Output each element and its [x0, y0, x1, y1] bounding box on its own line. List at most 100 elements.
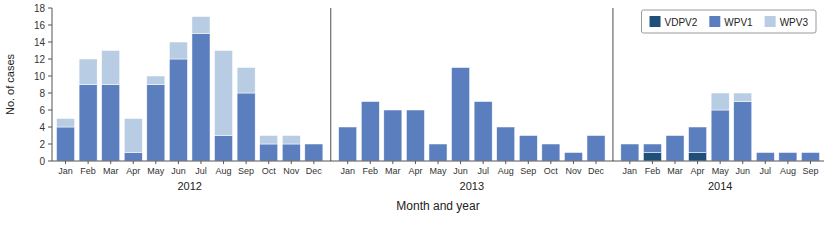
- x-tick: [460, 161, 461, 164]
- year-separator: [330, 8, 331, 161]
- bar-segment: [169, 42, 187, 59]
- year-label: 2014: [708, 180, 732, 192]
- y-tick-label: 18: [34, 3, 46, 14]
- y-tick: [48, 110, 52, 111]
- x-tick: [110, 161, 111, 164]
- x-tick-label: Sep: [238, 166, 254, 176]
- x-tick: [200, 161, 201, 164]
- x-tick-label: Mar: [385, 166, 401, 176]
- x-tick: [787, 161, 788, 164]
- year-label: 2012: [177, 180, 201, 192]
- y-tick-label: 0: [39, 156, 45, 167]
- y-tick-label: 8: [39, 88, 45, 99]
- x-tick: [483, 161, 484, 164]
- x-tick-label: Mar: [667, 166, 683, 176]
- bar-segment: [734, 93, 752, 102]
- bar-segment: [643, 153, 661, 162]
- bar-segment: [282, 144, 300, 161]
- bar-segment: [384, 110, 402, 111]
- y-tick: [48, 144, 52, 145]
- x-tick-label: Aug: [780, 166, 796, 176]
- bars: [57, 17, 820, 162]
- bar-segment: [361, 101, 379, 102]
- bar-segment: [519, 136, 537, 162]
- x-tick: [347, 161, 348, 164]
- bar-segment: [564, 153, 582, 162]
- legend-swatch: [650, 16, 661, 27]
- x-tick: [223, 161, 224, 164]
- y-axis-label: No. of cases: [4, 53, 16, 115]
- legend-swatch: [709, 16, 720, 27]
- y-tick-label: 4: [39, 122, 45, 133]
- x-tick-label: Apr: [126, 166, 140, 176]
- x-tick: [810, 161, 811, 164]
- bar-segment: [497, 127, 515, 161]
- legend-label: VDPV2: [665, 17, 698, 28]
- bar-segment: [779, 153, 797, 162]
- x-axis: JanFebMarAprMayJunJulAugSepOctNovDecJanF…: [58, 161, 818, 192]
- x-tick-label: Jun: [171, 166, 186, 176]
- legend-frame: [642, 10, 816, 33]
- x-tick-label: Jan: [623, 166, 638, 176]
- chart: 024681012141618No. of casesJanFebMarAprM…: [0, 0, 832, 225]
- x-tick: [178, 161, 179, 164]
- x-tick: [65, 161, 66, 164]
- bar-segment: [147, 85, 165, 162]
- x-tick-label: Apr: [408, 166, 422, 176]
- x-tick-label: Feb: [645, 166, 661, 176]
- y-tick-label: 10: [34, 71, 46, 82]
- x-tick-label: May: [429, 166, 447, 176]
- bar-segment: [734, 102, 752, 162]
- bar-segment: [621, 144, 639, 161]
- x-tick: [765, 161, 766, 164]
- x-tick: [313, 161, 314, 164]
- x-tick: [438, 161, 439, 164]
- x-tick-label: Mar: [103, 166, 119, 176]
- x-tick: [720, 161, 721, 164]
- bar-segment: [542, 144, 560, 145]
- bar-segment: [711, 93, 729, 110]
- bar-segment: [689, 153, 707, 162]
- y-tick: [48, 25, 52, 26]
- bar-segment: [147, 76, 165, 85]
- x-tick-label: Oct: [544, 166, 559, 176]
- bar-segment: [643, 144, 661, 145]
- x-tick-label: Dec: [588, 166, 605, 176]
- x-tick-label: Dec: [306, 166, 323, 176]
- y-axis: 024681012141618: [34, 3, 52, 167]
- x-tick-label: Aug: [216, 166, 232, 176]
- x-tick: [550, 161, 551, 164]
- x-tick-label: Apr: [691, 166, 705, 176]
- x-axis-label: Month and year: [396, 199, 479, 213]
- x-tick-label: Sep: [520, 166, 536, 176]
- x-tick-label: Oct: [262, 166, 277, 176]
- bar-segment: [282, 136, 300, 145]
- x-tick: [629, 161, 630, 164]
- bar-segment: [406, 110, 424, 111]
- y-tick-label: 6: [39, 105, 45, 116]
- bar-segment: [192, 34, 210, 162]
- x-tick-label: Jun: [735, 166, 750, 176]
- bar-segment: [621, 144, 639, 145]
- x-tick: [415, 161, 416, 164]
- bar-segment: [452, 67, 470, 68]
- x-tick: [392, 161, 393, 164]
- x-tick: [505, 161, 506, 164]
- bar-segment: [237, 93, 255, 161]
- bar-segment: [711, 110, 729, 161]
- bar-segment: [169, 59, 187, 161]
- x-tick: [742, 161, 743, 164]
- y-tick-label: 2: [39, 139, 45, 150]
- y-tick-label: 14: [34, 37, 46, 48]
- bar-segment: [361, 102, 379, 162]
- legend-swatch: [765, 16, 776, 27]
- legend: VDPV2WPV1WPV3: [642, 10, 816, 33]
- y-tick: [48, 76, 52, 77]
- x-tick-label: Jul: [760, 166, 772, 176]
- bar-segment: [215, 51, 233, 136]
- x-tick-label: Sep: [802, 166, 818, 176]
- x-tick-label: Feb: [80, 166, 96, 176]
- bar-segment: [429, 144, 447, 145]
- x-tick-label: Jun: [453, 166, 468, 176]
- x-tick-label: May: [712, 166, 730, 176]
